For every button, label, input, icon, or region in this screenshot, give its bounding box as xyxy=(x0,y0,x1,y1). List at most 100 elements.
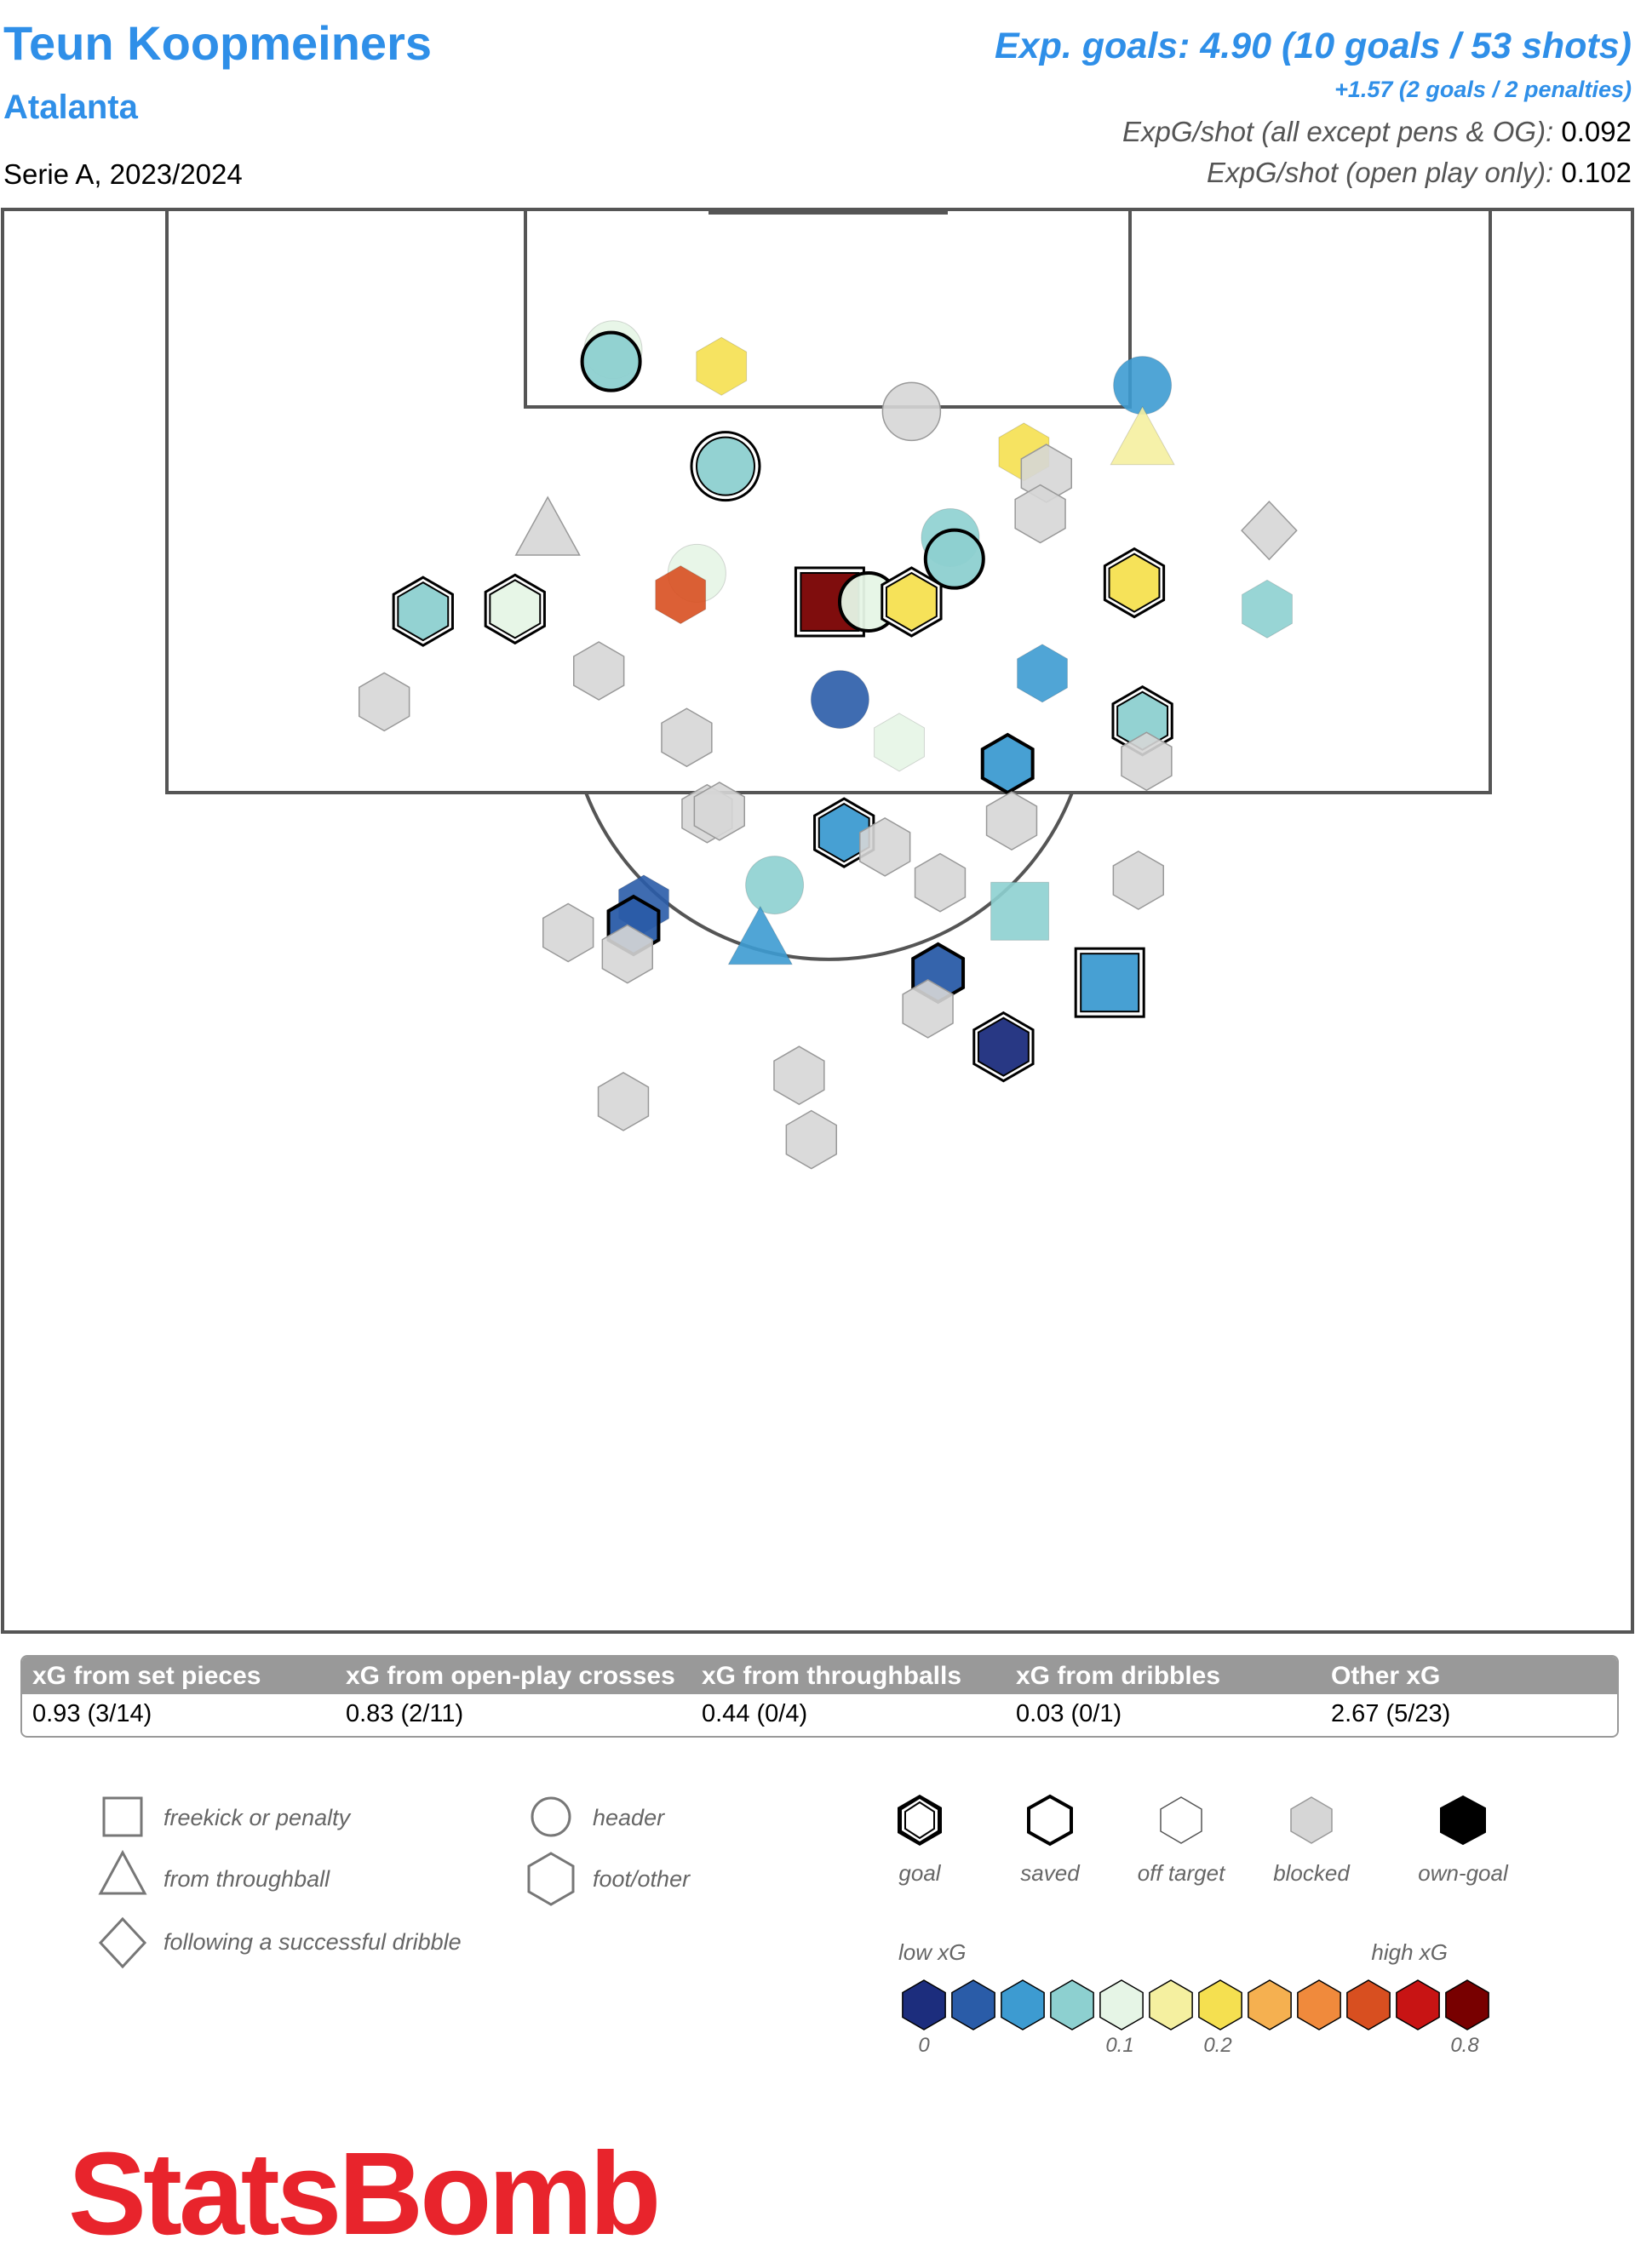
saved-legend-label: saved xyxy=(1020,1860,1081,1886)
shot-marker xyxy=(580,330,642,392)
shot-header-saved xyxy=(923,528,985,590)
shot-foot-blocked xyxy=(1014,484,1066,544)
throughball-legend-icon xyxy=(98,1849,147,1895)
shot-foot-goal xyxy=(885,571,938,633)
header-throughballs: xG from throughballs xyxy=(702,1662,962,1690)
shot-foot-blocked xyxy=(693,782,745,841)
shot-marker xyxy=(972,1011,1035,1083)
header-dribbles: xG from dribbles xyxy=(1016,1662,1221,1690)
shot-marker xyxy=(914,852,967,913)
shot-foot-blocked xyxy=(597,1072,650,1131)
shot-header-saved xyxy=(580,330,642,392)
blocked-legend-icon xyxy=(1290,1796,1333,1844)
saved-legend-icon xyxy=(1027,1794,1073,1847)
xg-scale-swatch xyxy=(1198,1979,1242,2030)
shot-foot-goal xyxy=(818,802,870,863)
shot-foot-blocked xyxy=(902,979,954,1039)
off-target-legend-icon xyxy=(1160,1796,1202,1844)
competition-season: Serie A, 2023/2024 xyxy=(3,158,243,190)
own-goal-legend-icon xyxy=(1440,1795,1486,1846)
penalty-arc xyxy=(584,792,1074,961)
freekick-legend-label: freekick or penalty xyxy=(164,1805,352,1830)
shot-marker xyxy=(1121,731,1173,792)
shot-marker xyxy=(980,732,1035,795)
shot-throughball-off-target xyxy=(727,905,794,965)
xg-scale-swatch xyxy=(1297,1979,1341,2030)
xg-scale-swatch xyxy=(1346,1979,1391,2030)
value-dribbles: 0.03 (0/1) xyxy=(1016,1700,1122,1727)
shot-header-off-target xyxy=(745,856,805,915)
shot-marker xyxy=(902,979,954,1039)
scale-tick-0-1: 0.1 xyxy=(1105,2034,1133,2057)
xg-scale-swatch xyxy=(1248,1979,1292,2030)
dribble-legend-icon xyxy=(98,1916,147,1969)
xg-per-shot-all-label: ExpG/shot (all except pens & OG): xyxy=(1122,116,1554,147)
header-legend-label: header xyxy=(593,1805,665,1830)
shot-marker xyxy=(881,566,943,638)
pitch-lines xyxy=(1,208,1634,1634)
shot-marker xyxy=(1241,501,1298,561)
xg-scale-swatch xyxy=(1099,1979,1144,2030)
high-xg-label: high xG xyxy=(1371,1939,1448,1965)
xg-scale-swatch xyxy=(1001,1979,1045,2030)
shot-marker xyxy=(661,707,713,768)
xg-breakdown-table: xG from set pieces xG from open-play cro… xyxy=(20,1655,1619,1738)
shot-marker xyxy=(990,881,1050,941)
shot-marker xyxy=(1113,356,1173,415)
shot-marker xyxy=(785,1109,837,1170)
shot-marker xyxy=(1110,405,1175,466)
shot-foot-goal xyxy=(1108,553,1161,613)
shot-marker xyxy=(1014,484,1066,544)
shot-foot-off-target xyxy=(874,713,925,772)
xg-color-scale xyxy=(902,1979,1489,2030)
shot-marker xyxy=(392,576,454,647)
scale-tick-0: 0 xyxy=(918,2034,930,2057)
legend: freekick or penalty from throughball fol… xyxy=(98,1794,1509,2057)
shot-foot-blocked xyxy=(985,791,1038,850)
shot-foot-blocked xyxy=(601,924,653,984)
scale-tick-0-2: 0.2 xyxy=(1203,2034,1231,2057)
shot-marker xyxy=(693,782,745,841)
value-other: 2.67 (5/23) xyxy=(1331,1700,1451,1727)
shot-marker xyxy=(1074,947,1145,1018)
shot-marker xyxy=(597,1072,650,1131)
penalties-summary: +1.57 (2 goals / 2 penalties) xyxy=(1334,77,1632,102)
shot-marker xyxy=(923,528,985,590)
throughball-legend-label: from throughball xyxy=(164,1866,330,1892)
shot-marker xyxy=(1242,579,1293,639)
shot-foot-blocked xyxy=(359,672,410,732)
shot-marker xyxy=(573,641,625,701)
shot-marker xyxy=(773,1045,825,1106)
shot-marker xyxy=(542,902,594,963)
shot-header-off-target xyxy=(810,670,869,730)
shot-marker xyxy=(859,816,911,877)
shot-marker xyxy=(359,672,410,732)
shot-foot-goal xyxy=(397,581,450,642)
value-set-pieces: 0.93 (3/14) xyxy=(32,1700,152,1727)
shot-header-goal xyxy=(696,436,755,496)
shot-marker xyxy=(1017,644,1068,703)
xg-per-shot-open-play-label: ExpG/shot (open play only): xyxy=(1207,157,1554,188)
shot-throughball-off-target xyxy=(1110,405,1175,466)
header-legend-icon xyxy=(531,1796,571,1837)
xg-scale-swatch xyxy=(902,1979,946,2030)
shot-marker xyxy=(696,336,748,396)
shot-foot-blocked xyxy=(859,816,911,877)
xg-scale-swatch xyxy=(1396,1979,1440,2030)
shot-freekick-goal xyxy=(1080,953,1140,1013)
shot-map xyxy=(1,208,1634,1634)
shot-marker xyxy=(514,495,581,556)
shot-freekick-off-target xyxy=(990,881,1050,941)
shot-foot-off-target xyxy=(696,336,748,396)
xg-scale-swatch xyxy=(951,1979,995,2030)
shot-marker xyxy=(655,565,707,625)
low-xg-label: low xG xyxy=(898,1939,966,1965)
outcome-legend xyxy=(898,1794,1486,1847)
own-goal-legend-label: own-goal xyxy=(1418,1860,1509,1886)
xg-breakdown-header-row xyxy=(22,1657,1617,1694)
xg-per-shot-open-play-value: 0.102 xyxy=(1561,157,1632,188)
shot-dribble-blocked xyxy=(1241,501,1298,561)
shot-foot-goal xyxy=(489,579,542,639)
header-other: Other xG xyxy=(1331,1662,1441,1690)
shot-marker xyxy=(484,573,546,645)
